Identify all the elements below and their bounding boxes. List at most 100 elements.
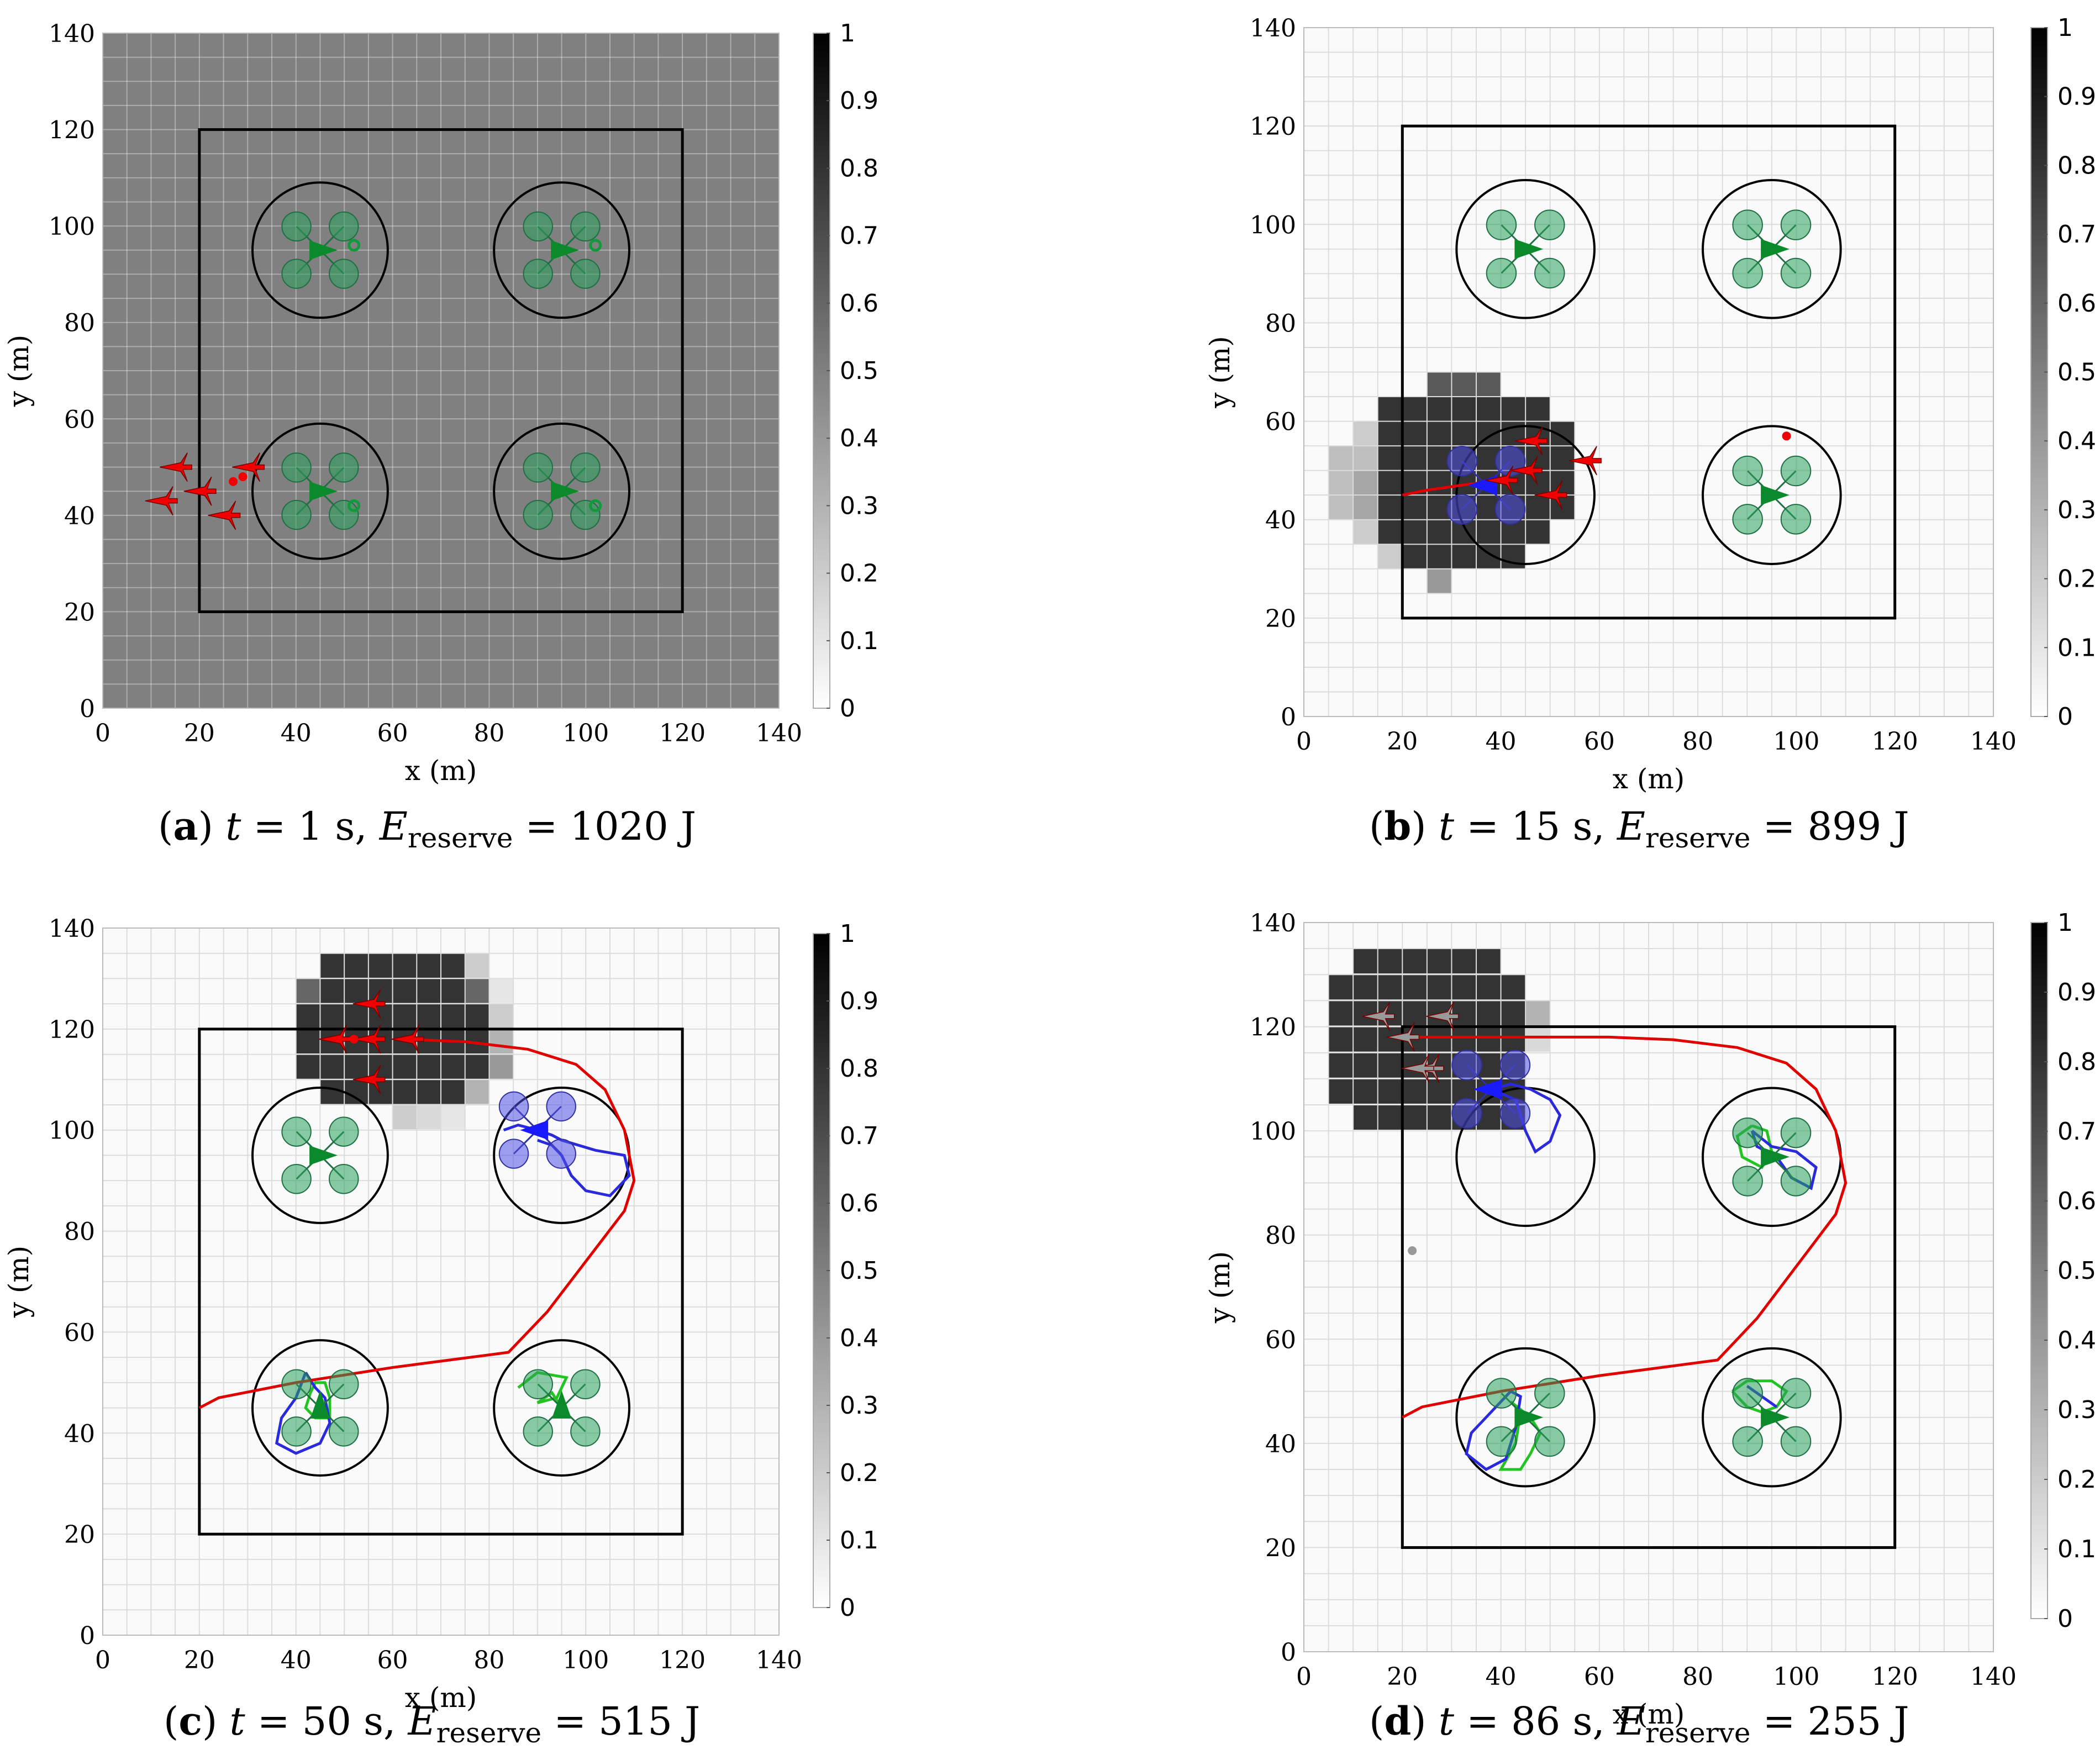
attacker-icon xyxy=(1534,480,1567,510)
heatmap-cell xyxy=(1451,397,1477,422)
green-drone xyxy=(281,211,359,289)
attacker-uav xyxy=(1534,480,1567,510)
heatmap-cell xyxy=(1427,1105,1452,1130)
heatmap-cell xyxy=(417,953,441,978)
attacker-marker xyxy=(229,477,238,486)
caption-energy: = 899 J xyxy=(1750,804,1909,849)
x-tick-label: 40 xyxy=(281,1646,312,1674)
heatmap-cell xyxy=(1353,519,1378,545)
y-tick-label: 20 xyxy=(64,598,95,626)
attacker-icon xyxy=(159,452,192,482)
drone-rotor xyxy=(329,1116,359,1147)
colorbar-tick-label: 1 xyxy=(840,920,855,948)
drone-rotor xyxy=(281,211,312,242)
y-tick-label: 100 xyxy=(1250,1118,1296,1146)
x-tick-label: 60 xyxy=(377,1646,408,1674)
attacker-icon xyxy=(391,1024,424,1054)
heatmap-cell xyxy=(1476,948,1502,974)
heatmap-cell xyxy=(1427,568,1452,594)
drone-rotor xyxy=(1486,1378,1517,1409)
x-tick-label: 60 xyxy=(1584,1663,1615,1691)
attacker-icon xyxy=(1387,1023,1420,1052)
heatmap-cell xyxy=(320,978,345,1003)
green-drone xyxy=(523,1369,601,1447)
heatmap-cell xyxy=(1377,470,1403,496)
drone-rotor xyxy=(1732,209,1763,240)
y-tick-label: 80 xyxy=(1265,1222,1296,1250)
neutralized-attacker xyxy=(1362,1002,1395,1031)
colorbar-tick-label: 0.1 xyxy=(840,1526,878,1555)
drone-rotor xyxy=(570,499,601,530)
blue-drone xyxy=(498,1091,576,1169)
caption-part: E xyxy=(378,804,408,849)
heatmap-cell xyxy=(1353,495,1378,520)
colorbar-tick-label: 1 xyxy=(2057,14,2073,42)
drone-heading-icon xyxy=(1514,1407,1544,1427)
blue-path xyxy=(1465,1390,1522,1471)
heatmap-cell xyxy=(1402,1000,1428,1026)
drone-rotor xyxy=(1732,1426,1763,1457)
heatmap-cell xyxy=(1427,397,1452,422)
heatmap-cell xyxy=(1501,974,1526,1000)
y-tick-label: 60 xyxy=(64,1319,95,1347)
drone-rotor xyxy=(1451,1050,1482,1081)
attacker-icon xyxy=(232,452,265,482)
x-tick-label: 60 xyxy=(1584,728,1615,756)
drone-rotor xyxy=(570,259,601,289)
patrol-boundary xyxy=(198,1027,684,1536)
attacker-uav xyxy=(1509,456,1543,486)
caption-part: ( xyxy=(164,1699,178,1744)
heatmap-cell xyxy=(1402,974,1428,1000)
drone-heading-icon xyxy=(1761,1407,1790,1427)
heatmap-cell xyxy=(489,1029,514,1054)
x-tick-label: 20 xyxy=(184,719,215,747)
caption-part: = 86 s, xyxy=(1454,1699,1617,1744)
heatmap-cell xyxy=(392,1054,417,1079)
drone-rotor xyxy=(1486,257,1517,289)
caption-part: b xyxy=(1384,803,1411,849)
neutralized-attacker xyxy=(1387,1023,1420,1052)
green-drone xyxy=(523,452,601,530)
heatmap-cell xyxy=(320,1054,345,1079)
caption-subscript: reserve xyxy=(1645,822,1750,854)
heatmap-cell xyxy=(1377,1078,1403,1104)
caption-part: c xyxy=(178,1698,202,1744)
heatmap-cell xyxy=(1353,948,1378,974)
heatmap-cell xyxy=(1451,948,1477,974)
panel-caption: (c) t = 50 s, Ereserve = 515 J xyxy=(164,1698,700,1749)
heatmap-cell xyxy=(441,953,466,978)
x-tick-label: 0 xyxy=(1296,728,1312,756)
heatmap-cell xyxy=(1328,974,1354,1000)
attacker-marker xyxy=(349,1035,359,1044)
drone-heading-icon xyxy=(551,240,580,260)
panel-caption: (a) t = 1 s, Ereserve = 1020 J xyxy=(158,803,696,854)
heatmap-cell xyxy=(1451,421,1477,446)
caption-part: t xyxy=(230,1699,246,1744)
heatmap-cell xyxy=(1377,397,1403,422)
drone-rotor xyxy=(523,1369,553,1399)
colorbar-tick-label: 0.7 xyxy=(840,222,878,250)
heatmap-cell xyxy=(1402,1105,1428,1130)
drone-rotor xyxy=(1780,1117,1812,1148)
heatmap-cell xyxy=(489,1004,514,1029)
colorbar-tick-label: 0.4 xyxy=(840,424,878,452)
heatmap-cell xyxy=(1402,446,1428,471)
green-drone xyxy=(281,1369,359,1447)
y-tick-label: 0 xyxy=(80,1622,95,1650)
attacker-marker xyxy=(1782,431,1791,441)
green-path xyxy=(304,1381,331,1420)
heatmap-cell xyxy=(368,978,393,1003)
drone-rotor xyxy=(281,499,312,530)
heatmap-cell xyxy=(489,978,514,1003)
x-axis-label: x (m) xyxy=(405,755,477,787)
heatmap-cell xyxy=(1402,1078,1428,1104)
x-tick-label: 140 xyxy=(756,719,802,747)
protected-zone xyxy=(1455,1347,1596,1488)
target-ring-icon xyxy=(589,499,602,512)
heatmap-cell xyxy=(1525,495,1551,520)
heatmap-cell xyxy=(1451,372,1477,397)
attacker-uav xyxy=(1569,446,1602,476)
caption-part: a xyxy=(173,803,198,849)
drone-rotor xyxy=(1732,1378,1763,1409)
drone-rotor xyxy=(329,211,359,242)
